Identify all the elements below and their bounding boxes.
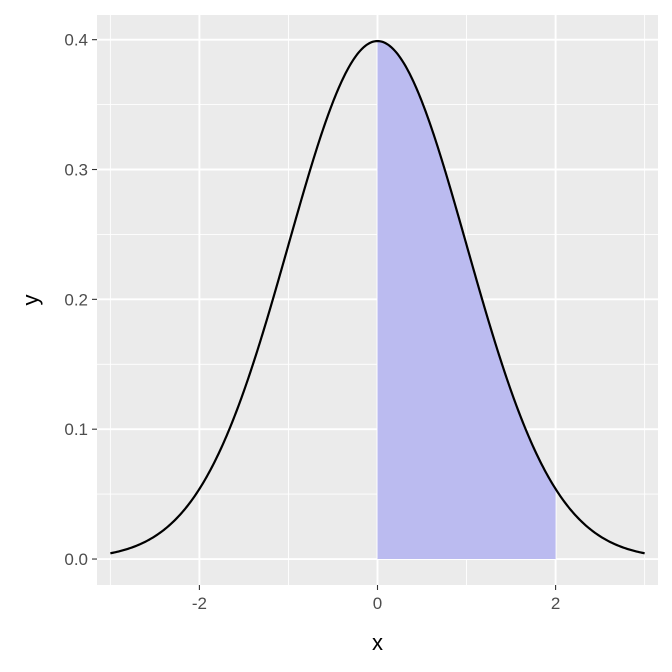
- y-tick-label: 0.2: [64, 290, 88, 309]
- y-tick-label: 0.4: [64, 31, 88, 50]
- y-axis-title: y: [18, 295, 43, 306]
- x-tick-label: 0: [373, 594, 382, 613]
- y-tick-label: 0.1: [64, 420, 88, 439]
- y-tick-label: 0.3: [64, 161, 88, 180]
- y-tick-label: 0.0: [64, 550, 88, 569]
- shaded-area: [377, 41, 556, 560]
- x-tick-label: -2: [192, 594, 207, 613]
- y-axis: 0.0 0.1 0.2 0.3 0.4: [64, 31, 97, 569]
- x-axis-title: x: [372, 630, 383, 655]
- x-axis: -2 0 2: [192, 585, 560, 613]
- x-tick-label: 2: [551, 594, 560, 613]
- density-curve: [110, 39, 645, 555]
